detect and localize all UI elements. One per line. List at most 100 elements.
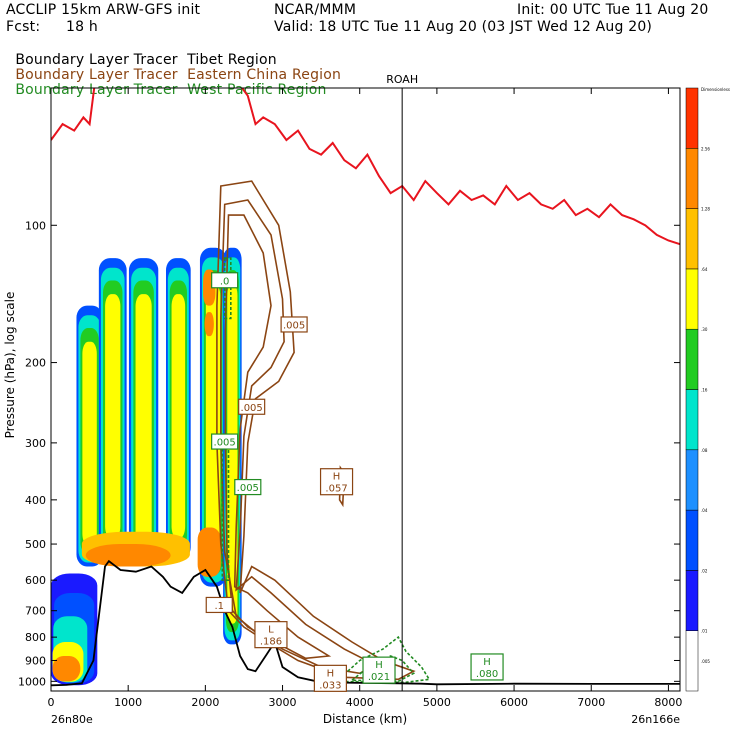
x-tick-label: 6000 bbox=[500, 696, 528, 709]
field-band bbox=[82, 341, 97, 546]
colorbar-label: .005 bbox=[701, 659, 710, 664]
west-pacific-contour bbox=[221, 435, 230, 581]
label-text: .0 bbox=[220, 276, 230, 287]
label-value: .057 bbox=[325, 484, 347, 495]
y-tick-label: 200 bbox=[25, 357, 46, 370]
extremum-label: H.057 bbox=[319, 468, 354, 496]
label-box bbox=[280, 316, 308, 333]
colorbar-label: .04 bbox=[701, 508, 708, 513]
label-text: H bbox=[327, 668, 335, 679]
org-label: NCAR/MMM bbox=[274, 2, 357, 18]
west-pacific-contour bbox=[349, 655, 415, 683]
extremum-label: L.186 bbox=[254, 621, 288, 649]
label-box bbox=[234, 478, 262, 496]
field-band bbox=[227, 283, 238, 624]
field-band bbox=[135, 294, 152, 546]
x-tick-label: 1000 bbox=[114, 696, 142, 709]
valid-time: Valid: 18 UTC Tue 11 Aug 20 (03 JST Wed … bbox=[274, 19, 653, 35]
tracer-contours bbox=[216, 180, 431, 684]
x-tick-label: 5000 bbox=[423, 696, 451, 709]
y-tick-label: 300 bbox=[25, 437, 46, 450]
legend-line-west-pacific: Boundary Layer Tracer West Pacific Regio… bbox=[6, 66, 327, 98]
roah-marker-label: ROAH bbox=[386, 73, 418, 86]
tropopause-line bbox=[51, 88, 680, 246]
colorbar-segment bbox=[685, 87, 699, 149]
forecast-label: Fcst: bbox=[6, 19, 41, 35]
colorbar-segment bbox=[685, 328, 699, 390]
field-band bbox=[52, 656, 81, 682]
contour-label: .1 bbox=[205, 596, 233, 614]
field-band bbox=[197, 527, 221, 577]
label-value: .186 bbox=[260, 637, 282, 648]
label-value: .033 bbox=[319, 680, 341, 691]
x-tick-label: 8000 bbox=[654, 696, 682, 709]
legend-label: Boundary Layer Tracer bbox=[15, 67, 178, 83]
colorbar-label: 1.28 bbox=[701, 207, 710, 212]
west-pacific-contour bbox=[223, 257, 232, 320]
contour-label: .005 bbox=[234, 478, 262, 496]
colorbar-segment bbox=[685, 389, 699, 451]
colorbar-segment bbox=[685, 208, 699, 270]
label-box bbox=[362, 656, 396, 684]
contour-label: .005 bbox=[211, 433, 239, 450]
colorbar-label: .64 bbox=[701, 267, 708, 272]
field-band bbox=[171, 294, 186, 539]
colorbar-label: 2.56 bbox=[701, 146, 710, 151]
label-text: .005 bbox=[237, 483, 259, 494]
y-tick-label: 900 bbox=[25, 654, 46, 667]
colorbar-segment bbox=[685, 570, 699, 631]
y-tick-label: 800 bbox=[25, 631, 46, 644]
extremum-label: H.033 bbox=[313, 664, 347, 692]
label-text: H bbox=[333, 472, 341, 483]
label-value: .080 bbox=[476, 669, 498, 680]
label-text: .005 bbox=[283, 320, 305, 331]
legend-region-west-pacific: West Pacific Region bbox=[187, 82, 327, 98]
contour-label: .005 bbox=[238, 398, 266, 415]
y-tick-label: 100 bbox=[25, 219, 46, 232]
colorbar-segment bbox=[685, 148, 699, 209]
colorbar-label: .16 bbox=[701, 388, 708, 393]
label-text: .1 bbox=[214, 601, 224, 612]
label-box bbox=[238, 398, 266, 415]
legend-region-eastern-china: Eastern China Region bbox=[187, 67, 342, 83]
field-band bbox=[85, 544, 171, 567]
y-tick-label: 400 bbox=[25, 494, 46, 507]
label-value: .021 bbox=[368, 672, 390, 683]
y-tick-label: 700 bbox=[25, 605, 46, 618]
label-box bbox=[470, 653, 504, 681]
label-box bbox=[313, 664, 347, 692]
extremum-label: H.021 bbox=[362, 656, 396, 684]
label-box bbox=[211, 272, 239, 289]
y-tick-label: 500 bbox=[25, 538, 46, 551]
x-tick-label: 2000 bbox=[191, 696, 219, 709]
colorbar-label: .30 bbox=[701, 327, 708, 332]
init-time: Init: 00 UTC Tue 11 Aug 20 bbox=[517, 2, 709, 18]
model-title: ACCLIP 15km ARW-GFS init bbox=[6, 2, 201, 18]
legend-label: Boundary Layer Tracer bbox=[15, 52, 178, 68]
plot-frame bbox=[50, 87, 681, 692]
contour-label: .0 bbox=[211, 272, 239, 289]
colorbar-segment bbox=[685, 630, 699, 692]
x-end-label: 26n166e bbox=[631, 713, 680, 726]
label-box bbox=[254, 621, 288, 649]
label-text: .005 bbox=[214, 438, 236, 449]
legend-line-tibet: Boundary Layer Tracer Tibet Region bbox=[6, 36, 277, 68]
x-start-label: 26n80e bbox=[51, 713, 93, 726]
label-text: H bbox=[483, 657, 491, 668]
colorbar-label: .08 bbox=[701, 448, 708, 453]
colorbar-title: Dimensionless bbox=[701, 87, 730, 92]
field-band bbox=[105, 294, 121, 539]
legend-region-tibet: Tibet Region bbox=[187, 52, 277, 68]
legend-label: Boundary Layer Tracer bbox=[15, 82, 178, 98]
colorbar-segment bbox=[685, 449, 699, 511]
forecast-hour: 18 h bbox=[66, 19, 98, 35]
y-tick-label: 1000 bbox=[18, 675, 46, 688]
legend-line-eastern-china: Boundary Layer Tracer Eastern China Regi… bbox=[6, 51, 341, 83]
y-axis-title: Pressure (hPa), log scale bbox=[3, 292, 17, 439]
label-text: L bbox=[268, 625, 274, 636]
label-text: H bbox=[375, 660, 383, 671]
x-tick-label: 3000 bbox=[269, 696, 297, 709]
field-band bbox=[204, 312, 214, 337]
colorbar-segment bbox=[685, 509, 699, 571]
